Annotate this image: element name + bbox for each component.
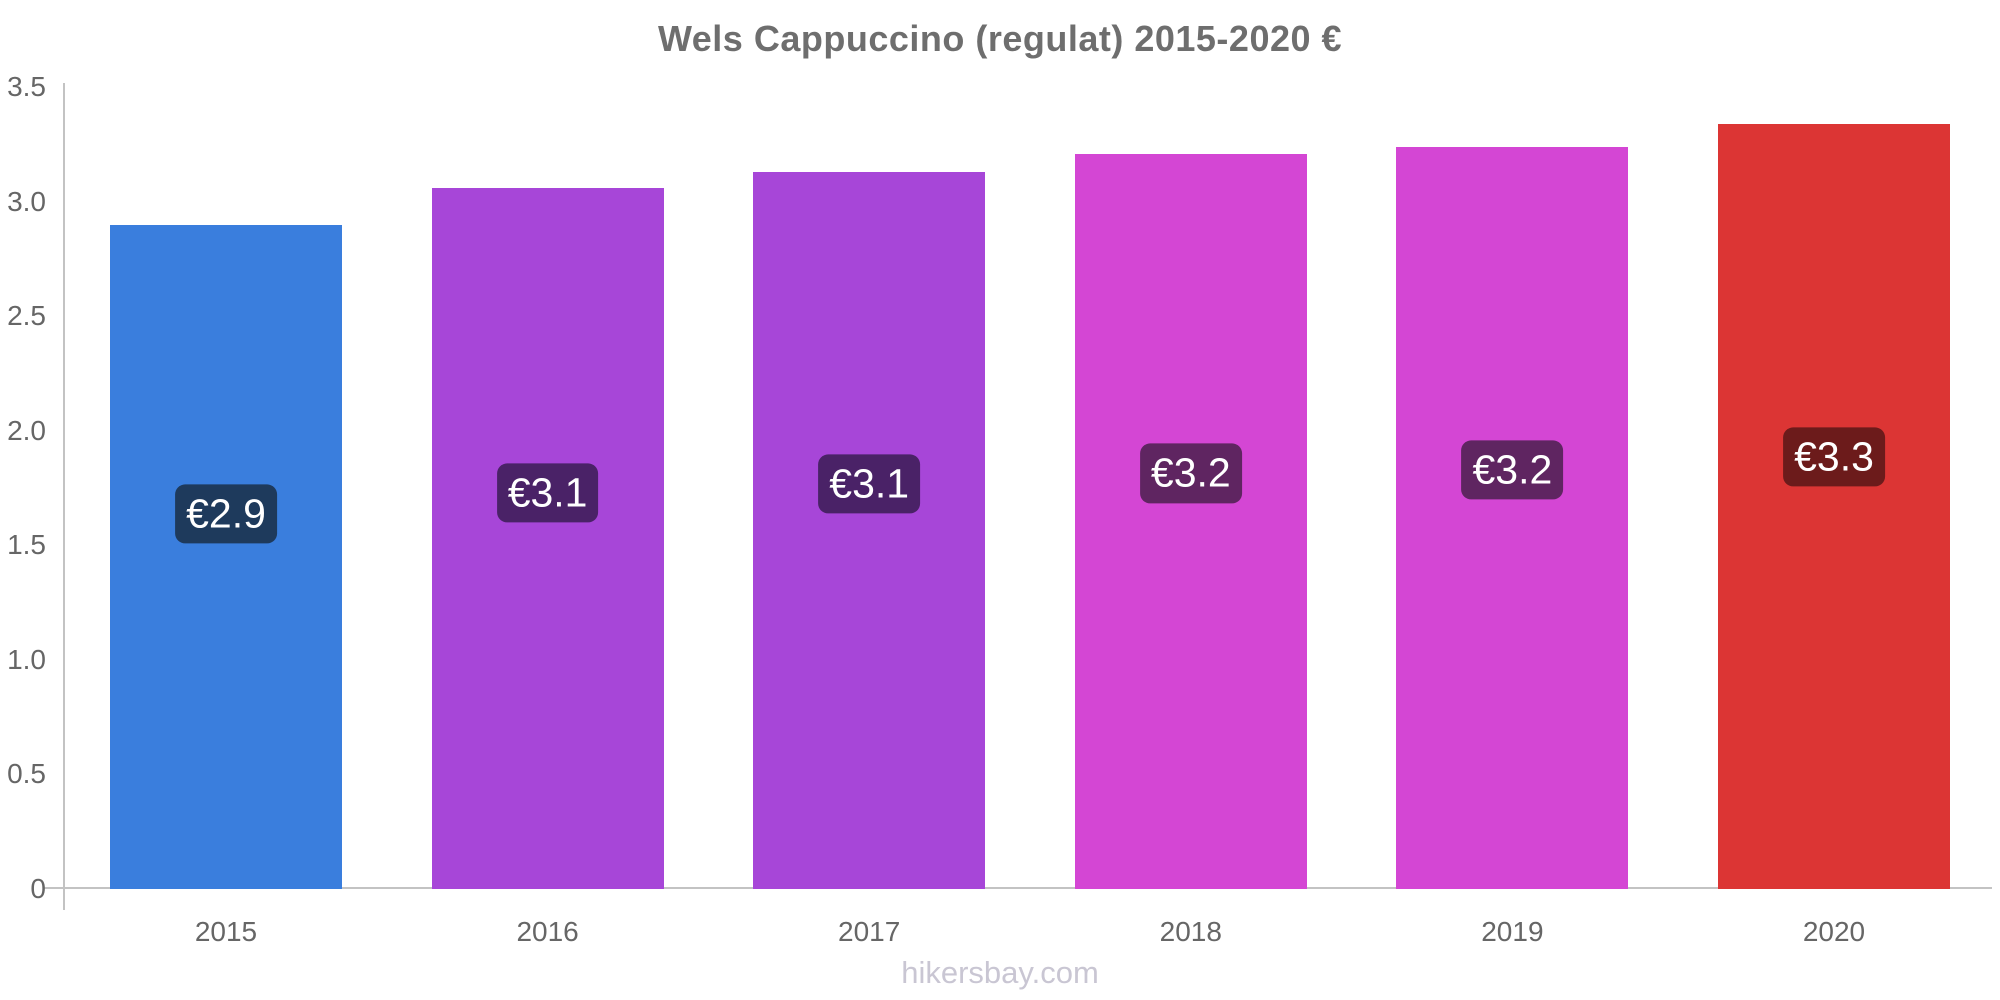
bar-value-badge: €3.2 [1139,443,1242,504]
x-axis-label: 2017 [838,916,901,947]
bar-value-badge: €3.3 [1783,427,1885,487]
bar-2017[interactable]: €3.1 [753,171,986,889]
y-axis-label: 0.5 [7,758,46,790]
x-axis-line [43,887,1992,889]
x-axis-label: 2015 [194,916,258,947]
bar-2015[interactable]: €2.9 [110,224,342,889]
y-axis-label: 1.0 [7,643,46,675]
y-axis-label: 2.0 [7,414,46,446]
y-axis-label: 2.5 [7,300,46,332]
x-axis-label: 2016 [516,916,579,947]
x-axis-label: 2019 [1481,916,1544,947]
x-axis-label: 2020 [1802,916,1866,947]
x-axis-label: 2018 [1159,916,1222,947]
bar-value-badge: €3.1 [496,463,599,523]
bar-2019[interactable]: €3.2 [1396,146,1629,889]
chart-title: Wels Cappuccino (regulat) 2015-2020 € [657,18,1343,59]
bar-value-badge: €3.1 [818,454,921,514]
bar-2018[interactable]: €3.2 [1074,153,1307,889]
y-axis-label: 0 [30,873,46,904]
y-axis-label: 3.5 [7,71,46,103]
watermark-text: hikersbay.com [901,955,1099,990]
y-axis-line [63,83,65,910]
bar-value-badge: €3.2 [1461,440,1564,500]
bar-value-badge: €2.9 [175,484,277,544]
bar-2016[interactable]: €3.1 [431,187,664,889]
y-axis-label: 1.5 [7,529,46,561]
bar-2020[interactable]: €3.3 [1718,123,1950,889]
y-axis-label: 3.0 [7,185,46,217]
